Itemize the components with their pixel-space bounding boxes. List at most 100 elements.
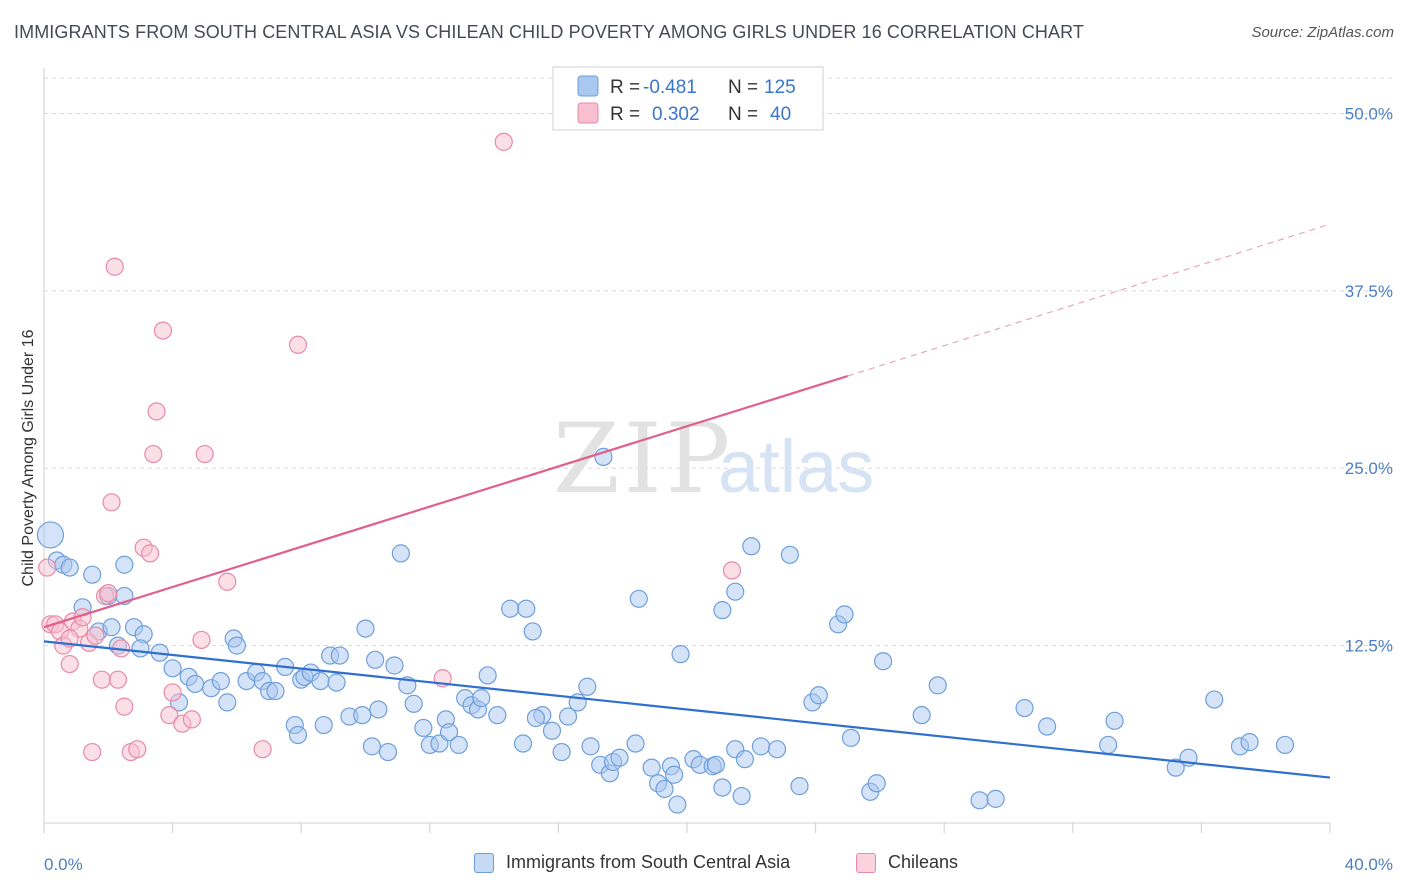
data-point-immigrants — [841, 728, 861, 747]
legend-bottom: Immigrants from South Central Asia Chile… — [0, 852, 1406, 878]
data-point-chileans — [144, 444, 163, 464]
data-point-immigrants — [102, 618, 121, 637]
data-point-immigrants — [385, 656, 404, 675]
legend-r-value: -0.481 — [643, 77, 697, 98]
data-point-immigrants — [1166, 758, 1185, 777]
data-point-immigrants — [266, 681, 285, 701]
legend-top: R = -0.481 N = 125 R = 0.302 N = 40 — [552, 66, 824, 131]
data-point-immigrants — [186, 674, 205, 694]
data-point-immigrants — [1240, 733, 1259, 752]
legend-item-chileans: Chileans — [856, 852, 958, 873]
data-point-immigrants — [610, 748, 629, 767]
trend-lines — [43, 223, 1331, 779]
data-point-chileans — [128, 740, 147, 759]
data-point-immigrants — [558, 707, 578, 726]
data-point-chileans — [105, 257, 124, 276]
data-point-chileans — [115, 697, 134, 716]
data-point-immigrants — [211, 671, 230, 691]
data-point-chileans — [163, 683, 182, 702]
data-point-immigrants — [378, 742, 398, 762]
data-point-immigrants — [513, 734, 533, 753]
data-point-immigrants — [726, 582, 745, 601]
data-point-immigrants — [706, 755, 726, 774]
data-point-immigrants — [928, 676, 947, 695]
data-point-immigrants — [552, 742, 571, 762]
legend-n-value: 125 — [764, 77, 796, 98]
data-point-immigrants — [1205, 690, 1224, 709]
axes — [43, 68, 1331, 833]
legend-swatch-chileans — [856, 852, 876, 873]
legend-swatch-immigrants — [474, 852, 494, 873]
trend-line-immigrants — [43, 640, 1331, 779]
data-point-chileans — [195, 444, 214, 464]
data-point-immigrants — [629, 589, 648, 608]
x-tick-label: 40.0% — [1345, 855, 1393, 874]
data-point-immigrants — [449, 735, 468, 755]
series-immigrants-points — [36, 447, 1295, 814]
data-point-chileans — [192, 630, 211, 650]
data-point-chileans — [153, 321, 173, 340]
data-point-chileans — [253, 740, 272, 759]
data-point-immigrants — [912, 706, 931, 725]
data-point-chileans — [147, 402, 166, 421]
data-point-immigrants — [288, 725, 308, 745]
data-point-immigrants — [439, 723, 459, 742]
gridlines — [44, 77, 1392, 647]
legend-n-label: N = — [728, 104, 758, 125]
data-point-immigrants — [526, 708, 545, 728]
data-point-immigrants — [353, 706, 372, 725]
data-point-chileans — [218, 572, 237, 591]
data-point-immigrants — [218, 693, 237, 712]
chart-source: Source: ZipAtlas.com — [1251, 24, 1394, 41]
data-point-immigrants — [314, 715, 333, 735]
data-point-chileans — [494, 132, 513, 151]
data-point-chileans — [86, 626, 105, 645]
legend-r-label: R = — [610, 104, 640, 125]
data-point-immigrants — [1099, 735, 1118, 755]
data-point-immigrants — [809, 686, 828, 705]
data-point-immigrants — [36, 521, 65, 549]
data-point-chileans — [99, 584, 118, 603]
y-axis-label: Child Poverty Among Girls Under 16 — [20, 329, 37, 586]
legend-n-value: 40 — [770, 104, 791, 125]
data-point-chileans — [92, 670, 111, 689]
data-point-immigrants — [327, 673, 346, 692]
legend-label-immigrants: Immigrants from South Central Asia — [506, 852, 791, 872]
y-tick-label: 12.5% — [1345, 637, 1393, 656]
data-point-immigrants — [1037, 717, 1057, 736]
legend-r-label: R = — [610, 77, 640, 98]
data-point-immigrants — [742, 537, 761, 556]
data-point-immigrants — [767, 740, 787, 759]
data-point-immigrants — [488, 706, 507, 725]
data-point-immigrants — [1275, 735, 1295, 755]
data-point-immigrants — [311, 671, 330, 691]
data-point-immigrants — [671, 645, 690, 664]
data-point-immigrants — [542, 721, 562, 740]
data-point-immigrants — [501, 599, 520, 618]
data-point-immigrants — [780, 545, 799, 564]
y-tick-labels: 12.5% 25.0% 37.5% 50.0% — [1345, 104, 1393, 655]
data-point-immigrants — [83, 565, 102, 584]
data-point-immigrants — [131, 639, 150, 658]
data-point-immigrants — [472, 689, 491, 708]
data-point-immigrants — [751, 737, 771, 756]
data-point-chileans — [38, 558, 57, 577]
data-point-immigrants — [523, 622, 542, 641]
data-point-immigrants — [356, 619, 375, 638]
data-point-immigrants — [362, 737, 382, 756]
data-point-chileans — [108, 670, 128, 689]
data-point-immigrants — [227, 636, 246, 655]
data-point-immigrants — [790, 777, 809, 796]
data-point-immigrants — [517, 599, 536, 618]
watermark-atlas: atlas — [718, 425, 874, 508]
y-tick-label: 50.0% — [1345, 104, 1393, 123]
data-point-immigrants — [867, 774, 886, 793]
legend-item-immigrants: Immigrants from South Central Asia — [474, 852, 790, 873]
chart-title: IMMIGRANTS FROM SOUTH CENTRAL ASIA VS CH… — [14, 22, 1084, 42]
legend-swatch-immigrants — [577, 75, 599, 97]
data-point-chileans — [60, 654, 79, 674]
data-point-immigrants — [626, 734, 645, 753]
data-point-immigrants — [874, 652, 893, 671]
data-point-immigrants — [713, 601, 732, 620]
data-point-immigrants — [713, 778, 732, 797]
